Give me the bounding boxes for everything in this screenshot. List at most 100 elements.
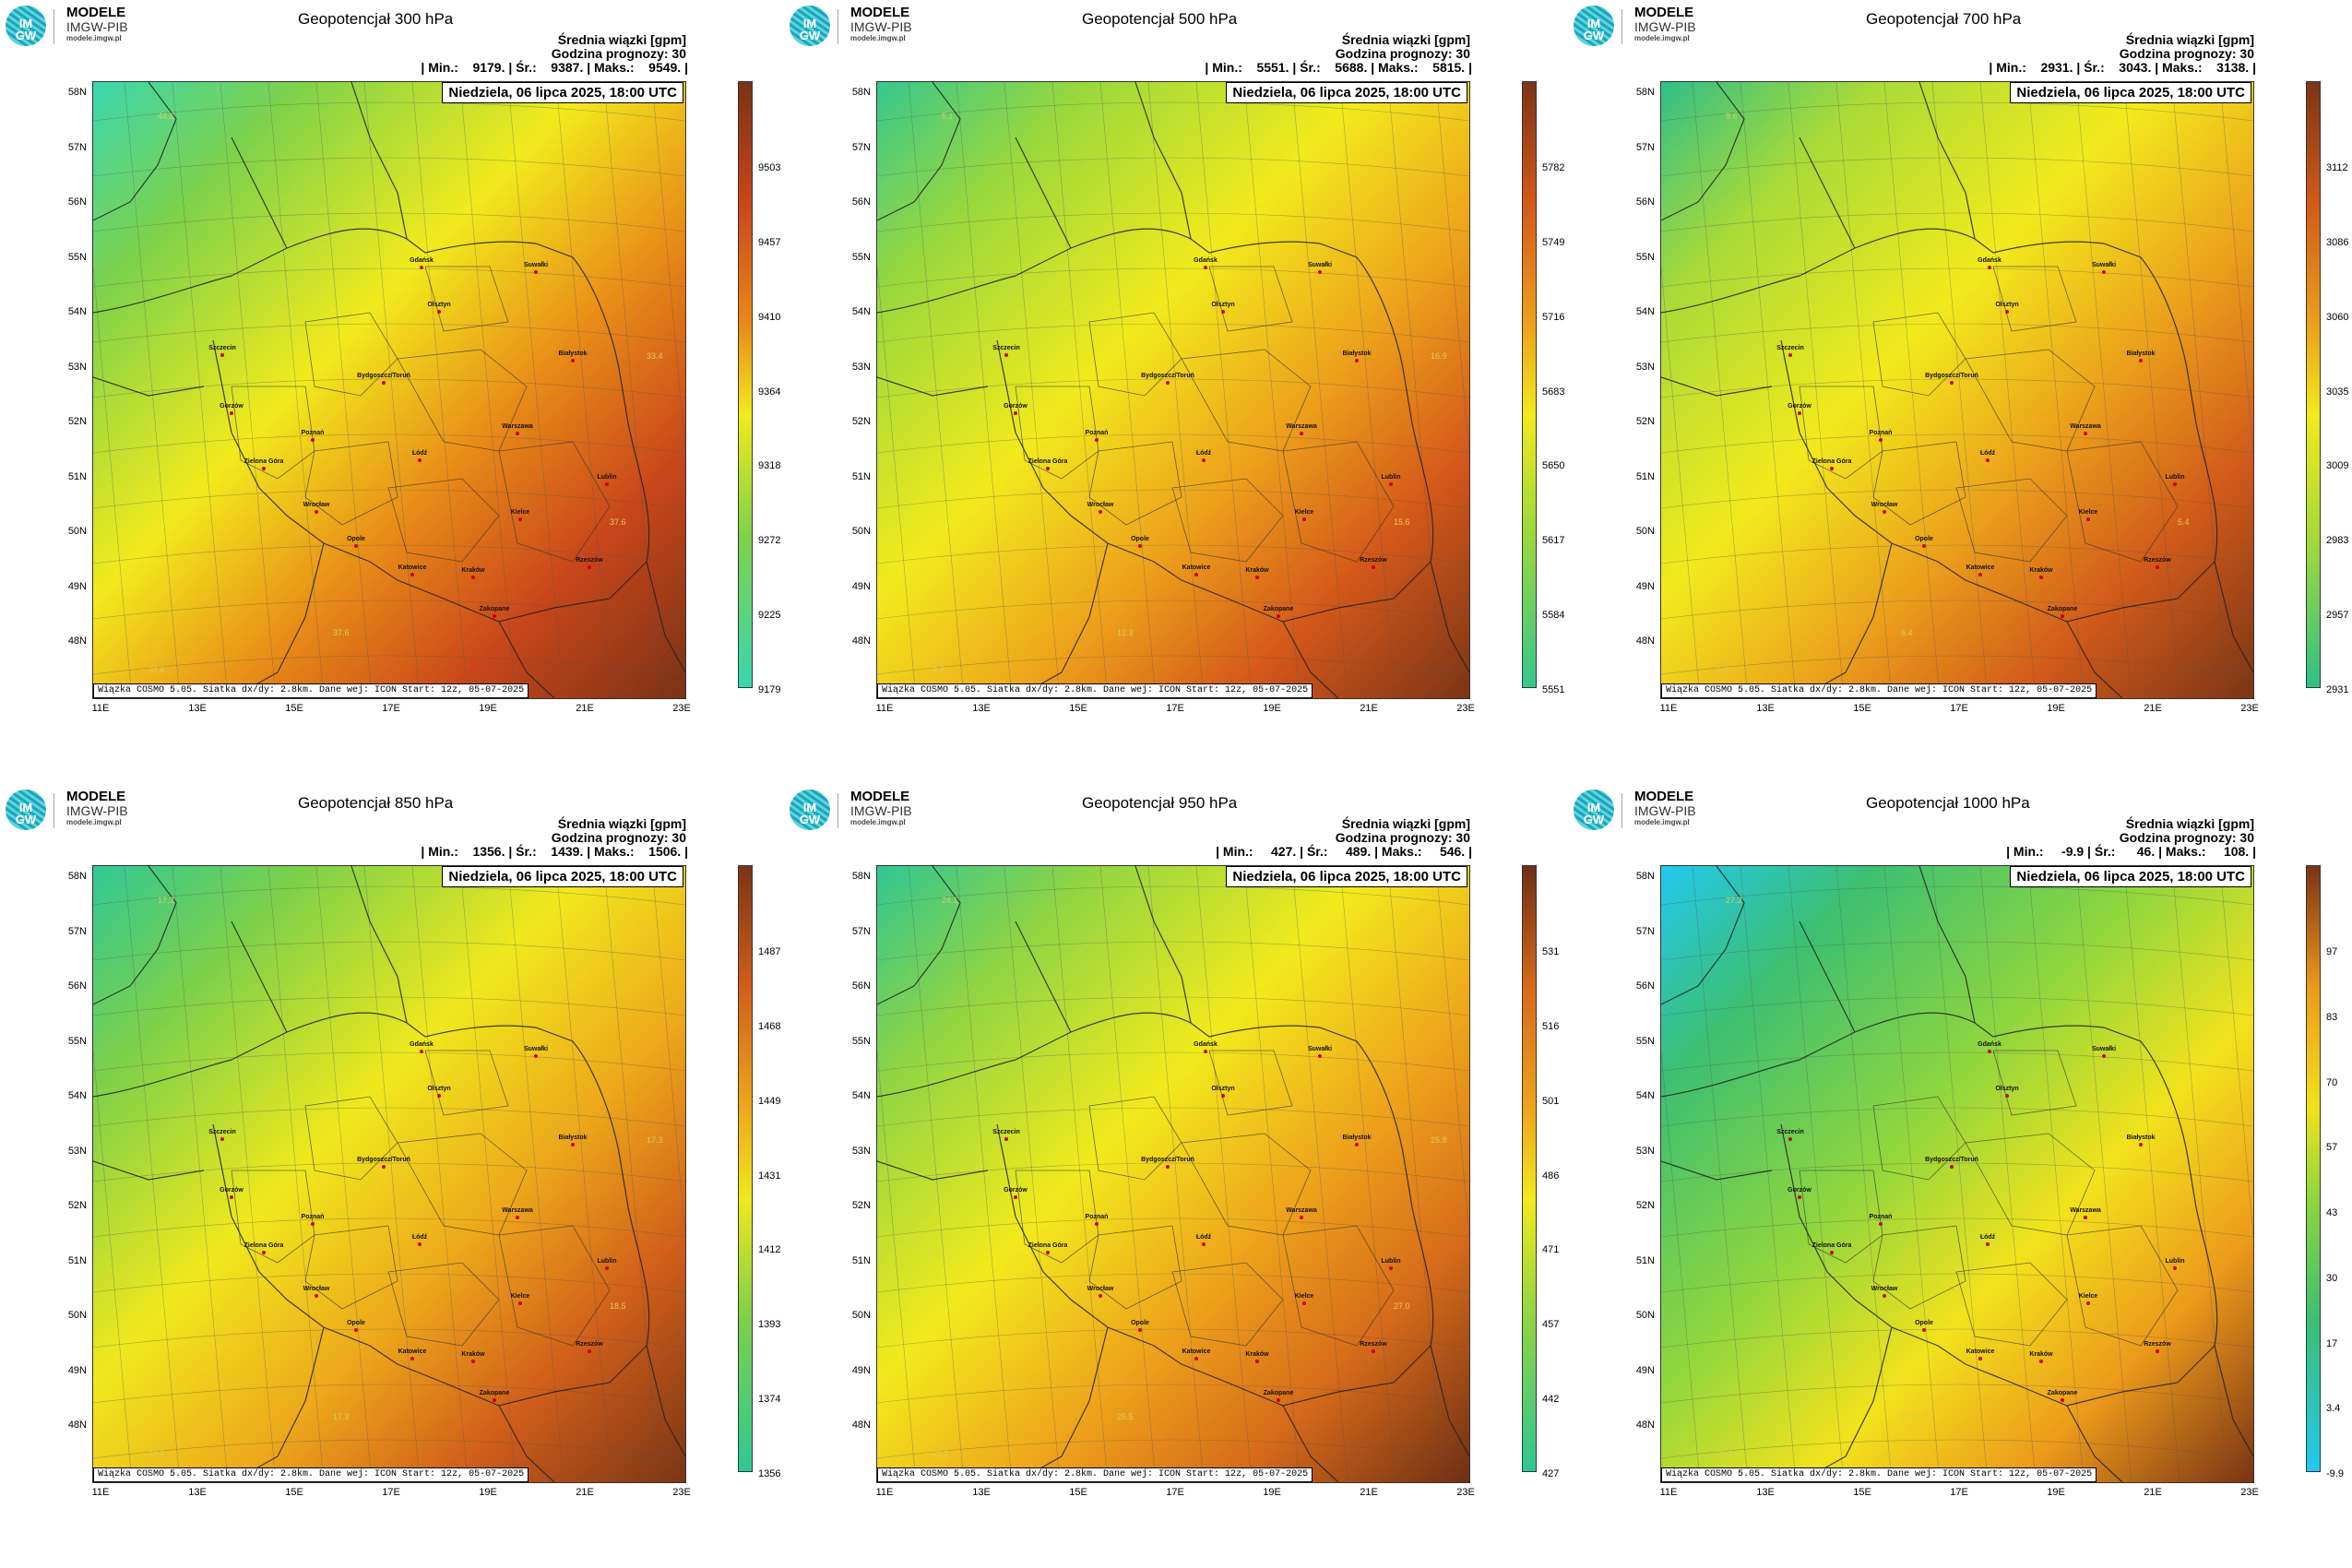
city-label: Wrocław [303,1286,330,1292]
graticule-lon [1661,264,1701,698]
graticule-lon [1243,82,1301,698]
border-line [1282,1405,1339,1482]
contour-label: 17.3 [647,1135,663,1145]
map-area[interactable]: Gdańsk Olsztyn Suwałki Białystok Szczecin Byd… [1660,81,2254,699]
lon-tick-label: 13E [1756,1487,1775,1498]
model-info-footer: Wiązka COSMO 5.05. Siatka dx/dy: 2.8km. … [877,683,1313,698]
city-marker [605,482,609,486]
city-label: Kraków [2029,567,2053,574]
graticule-lat [877,1273,1469,1293]
lon-tick-label: 21E [1360,1487,1378,1498]
graticule-lat [1661,101,2253,122]
logo-url[interactable]: modele.imgw.pl [850,818,906,826]
field-shading [877,82,1469,698]
colorbar-tick-label: 9457 [758,236,781,248]
contour-label: 37.6 [610,517,626,527]
city-label: Bydgoszcz/Toruń [1925,1157,1978,1163]
city-marker [1830,1251,1834,1254]
border-line [1134,82,1192,240]
colorbar-tick-label: 43 [2326,1207,2338,1218]
lon-tick-label: 15E [285,1487,303,1498]
forecast-hour-label: Godzina prognozy: 30 [1335,46,1470,61]
map-area[interactable]: Gdańsk Olsztyn Suwałki Białystok Szczecin Byd… [876,81,1470,699]
city-marker [1988,1050,1991,1053]
city-label: Wrocław [1087,502,1114,508]
logo-divider [837,9,838,44]
colorbar [738,81,753,688]
graticule-lat [877,101,1469,122]
lon-tick-label: 17E [1166,703,1184,714]
graticule-lon [267,82,325,698]
lat-tick-label: 52N [851,1200,871,1211]
logo-url[interactable]: modele.imgw.pl [850,34,906,42]
graticule-lat [1661,1051,2253,1072]
map-field: Gdańsk Olsztyn Suwałki Białystok Szczecin Byd… [877,866,1469,1482]
contour-label: 27.0 [1394,1301,1410,1311]
map-area[interactable]: Gdańsk Olsztyn Suwałki Białystok Szczecin Byd… [92,81,686,699]
lat-tick-label: 58N [1635,87,1655,98]
city-marker [1255,1360,1259,1363]
lat-tick-label: 53N [67,361,87,373]
border-line [1799,137,1856,249]
graticule-lon [411,82,469,698]
lon-tick-label: 13E [972,703,991,714]
city-label: Katowice [398,564,427,571]
city-marker [1318,1054,1322,1058]
voivodeship-border [1955,1262,2068,1347]
graticule-lon [1339,82,1396,698]
lat-tick-label: 53N [67,1145,87,1157]
city-label: Poznań [302,1214,325,1220]
city-marker [1004,1137,1008,1141]
lon-tick-label: 21E [2144,703,2162,714]
city-marker [493,1398,496,1402]
border-line [877,228,1434,623]
map-area[interactable]: Gdańsk Olsztyn Suwałki Białystok Szczecin Byd… [1660,865,2254,1483]
colorbar [2306,865,2321,1472]
graticule-lat [93,489,685,509]
graticule-lat [1661,1107,2253,1127]
colorbar-tick-label: 3.4 [2326,1403,2341,1415]
city-marker [471,576,475,579]
unit-label: Średnia wiązki [gpm] [557,816,686,831]
city-marker [1138,1328,1142,1332]
colorbar-tick-label: 9503 [758,162,781,173]
border-line [1661,228,2218,623]
border-line [877,376,989,397]
city-label: Wrocław [1087,1286,1114,1292]
city-marker [1986,1242,1990,1246]
graticule-lon [267,866,325,1482]
logo-mark-top: IM [802,801,817,814]
graticule-lat [877,378,1469,398]
city-label: Lublin [598,474,617,481]
voivodeship-border [304,1096,398,1181]
city-label: Zielona Góra [1812,1242,1852,1249]
city-marker [1355,1143,1359,1146]
map-area[interactable]: Gdańsk Olsztyn Suwałki Białystok Szczecin Byd… [92,865,686,1483]
colorbar [2306,81,2321,688]
city-marker [315,1294,318,1298]
voivodeship-border [1872,441,1966,526]
logo-url[interactable]: modele.imgw.pl [66,818,122,826]
voivodeship-border [1965,349,2096,452]
city-label: Szczecin [208,345,236,351]
city-label: Lublin [598,1258,617,1265]
city-label: Kraków [1245,1351,1269,1358]
logo-url[interactable]: modele.imgw.pl [1634,34,1690,42]
lon-tick-label: 17E [1166,1487,1184,1498]
map-area[interactable]: Gdańsk Olsztyn Suwałki Białystok Szczecin Byd… [876,865,1470,1483]
lon-tick-label: 21E [576,1487,594,1498]
border-line [1918,866,1976,1024]
border-line [1015,921,1072,1033]
city-marker [493,614,496,618]
lat-tick-label: 58N [851,871,871,882]
city-label: Olsztyn [1211,1086,1234,1092]
logo-url[interactable]: modele.imgw.pl [66,34,122,42]
colorbar-tick-label: 486 [1542,1170,1560,1182]
lon-tick-label: 11E [91,1487,110,1498]
graticule-lat [1661,434,2253,454]
logo-org: IMGW-PIB [850,803,912,818]
graticule-lat [93,1107,685,1127]
city-marker [1204,1050,1207,1053]
voivodeship-border [1955,478,2068,563]
logo-url[interactable]: modele.imgw.pl [1634,818,1690,826]
